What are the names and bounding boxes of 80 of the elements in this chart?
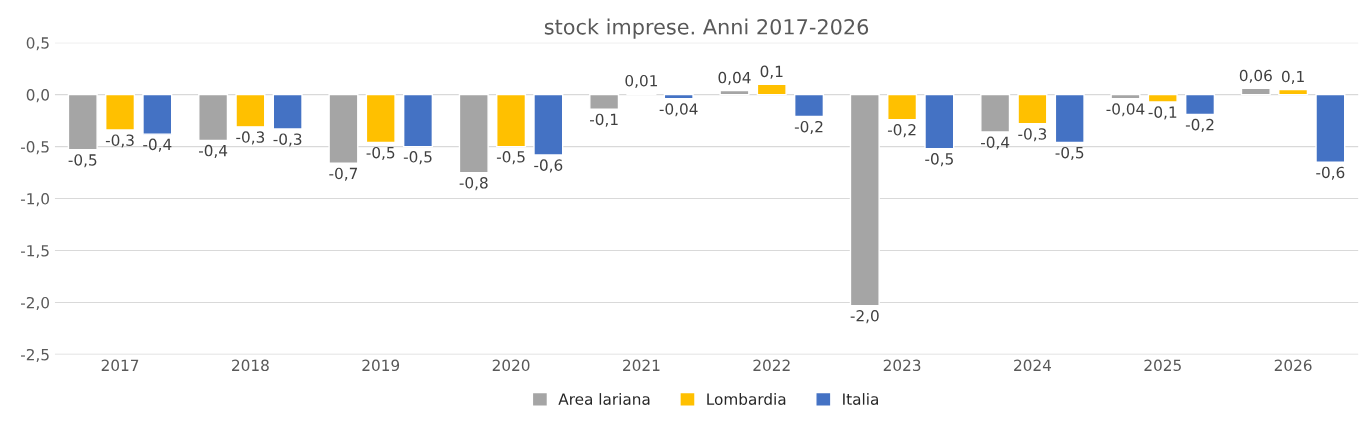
bar — [663, 93, 694, 100]
x-tick-label: 2025 — [1144, 359, 1181, 372]
data-label: -0,2 — [887, 124, 916, 138]
y-tick-label: -1,5 — [20, 245, 49, 259]
x-tick-label: 2021 — [623, 359, 660, 372]
bar — [365, 93, 396, 144]
data-label: 0,01 — [625, 74, 658, 89]
bar — [105, 93, 136, 131]
data-label: -0,5 — [496, 151, 525, 165]
bar — [1278, 88, 1309, 96]
x-tick-label: 2024 — [1014, 359, 1052, 372]
data-label: -0,5 — [68, 154, 97, 168]
bar — [458, 93, 489, 174]
data-label: -0,3 — [236, 131, 265, 145]
x-tick-label: 2017 — [101, 359, 139, 372]
x-tick-label: 2020 — [492, 359, 530, 372]
data-label: -0,04 — [1106, 103, 1145, 117]
y-tick-label: -1,0 — [20, 193, 50, 207]
data-label: -0,2 — [1185, 118, 1214, 132]
bar — [496, 93, 527, 148]
y-tick-label: -2,5 — [20, 348, 49, 362]
data-label: -0,4 — [198, 144, 228, 158]
data-label: -2,0 — [850, 310, 879, 324]
data-label: -0,5 — [925, 153, 953, 167]
data-label: -0,7 — [329, 167, 358, 181]
bar — [67, 93, 98, 151]
bar — [1315, 93, 1346, 163]
bar — [402, 93, 434, 148]
bar — [1240, 87, 1271, 96]
bar — [849, 93, 880, 307]
data-label: -0,6 — [534, 159, 563, 173]
data-label: -0,3 — [1018, 128, 1047, 142]
chart-title: stock imprese. Anni 2017-2026 — [544, 18, 869, 39]
x-tick-label: 2018 — [232, 359, 269, 372]
bar — [1017, 93, 1048, 125]
bar — [198, 93, 229, 142]
data-label: 0,04 — [718, 71, 751, 85]
y-tick-label: 0,0 — [26, 89, 49, 103]
bar — [719, 89, 750, 96]
data-label: -0,3 — [105, 134, 134, 148]
x-tick-label: 2019 — [362, 359, 400, 372]
bar — [1185, 93, 1216, 116]
legend-label: Lombardia — [707, 393, 786, 405]
data-label: -0,3 — [273, 133, 302, 147]
y-tick-label: 0,5 — [26, 37, 49, 51]
bar — [533, 93, 564, 156]
bar — [887, 93, 918, 121]
data-label: -0,5 — [366, 146, 395, 160]
y-tick-label: -2,0 — [20, 296, 50, 311]
x-tick-label: 2023 — [883, 359, 921, 372]
data-label: -0,4 — [981, 136, 1010, 150]
x-tick-label: 2022 — [753, 359, 790, 372]
data-label: -0,5 — [1055, 146, 1084, 160]
bar — [272, 93, 303, 130]
bar — [328, 93, 359, 164]
bar — [1054, 93, 1085, 144]
legend-label: Italia — [843, 393, 878, 405]
data-label: -0,1 — [1148, 106, 1177, 120]
bar — [793, 93, 825, 118]
bar — [1110, 93, 1141, 100]
bar — [1147, 93, 1178, 103]
data-label: 0,1 — [760, 65, 783, 79]
data-label: -0,6 — [1316, 166, 1345, 180]
bar — [980, 93, 1011, 133]
bar — [924, 93, 955, 150]
data-label: -0,4 — [143, 138, 172, 152]
data-label: -0,8 — [459, 177, 488, 191]
y-tick-label: -0,5 — [20, 141, 49, 155]
bar — [142, 93, 173, 135]
bar — [235, 93, 266, 128]
data-label: -0,5 — [403, 151, 432, 165]
data-label: 0,1 — [1281, 70, 1304, 84]
bar — [589, 93, 620, 110]
data-label: -0,2 — [794, 120, 823, 135]
x-tick-label: 2026 — [1274, 359, 1312, 372]
data-label: 0,06 — [1239, 69, 1272, 83]
bar — [756, 83, 787, 96]
data-label: -0,04 — [659, 103, 698, 117]
legend-label: Area lariana — [558, 393, 650, 405]
data-label: -0,1 — [589, 113, 618, 127]
